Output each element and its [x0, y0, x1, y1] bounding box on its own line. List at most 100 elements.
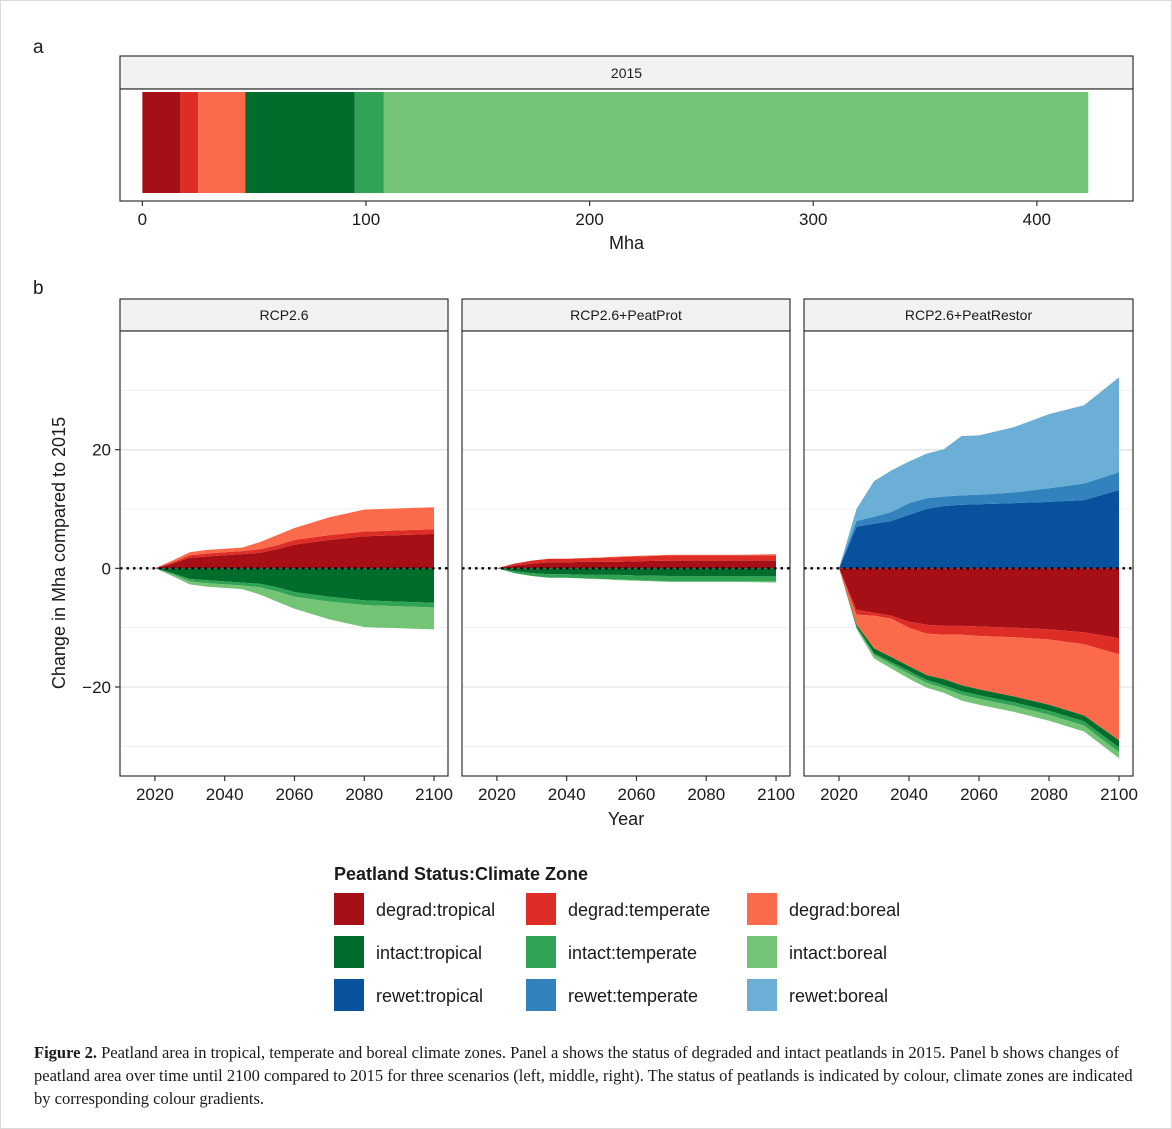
facet-rcp2-6-peatrestor-border	[803, 330, 1134, 777]
legend-item-intact-boreal: intact:boreal	[747, 936, 887, 968]
x-tick-label: 2020	[820, 785, 858, 804]
y-tick-label: 20	[92, 441, 111, 460]
panel-a-tag: a	[33, 37, 44, 58]
bar-segment-intact-tropical	[245, 92, 355, 193]
x-tick-label: 2060	[960, 785, 998, 804]
y-tick-label: −20	[82, 678, 111, 697]
panel-a-strip	[119, 55, 1134, 90]
x-tick-label: 2060	[618, 785, 656, 804]
x-tick-label: 2100	[1100, 785, 1138, 804]
x-tick-label: 2060	[276, 785, 314, 804]
area-degrad-temperate	[479, 555, 776, 569]
area-degrad-temperate	[821, 568, 1119, 655]
bar-segment-intact-boreal	[383, 92, 1089, 193]
legend-item-degrad-boreal: degrad:boreal	[747, 893, 900, 925]
legend-label: degrad:temperate	[568, 900, 710, 920]
legend-item-intact-tropical: intact:tropical	[334, 936, 482, 968]
panel-a: 2015 0 100 200 300 400 Mha	[119, 55, 1134, 253]
legend-item-degrad-temperate: degrad:temperate	[526, 893, 710, 925]
caption-text: Peatland area in tropical, temperate and…	[34, 1043, 1133, 1108]
facet-rcp2-6-peatprot-plot-bg	[462, 331, 790, 776]
area-degrad-tropical	[479, 560, 776, 569]
area-degrad-tropical	[137, 533, 434, 569]
legend-label: intact:temperate	[568, 943, 697, 963]
area-degrad-tropical	[821, 568, 1119, 639]
area-degrad-temperate	[137, 529, 434, 569]
panel-a-strip-label: 2015	[611, 65, 642, 81]
x-tick-label: 2100	[757, 785, 795, 804]
facet-rcp2-6-strip	[119, 298, 449, 332]
area-intact-temperate	[479, 568, 776, 582]
area-intact-tropical	[137, 568, 434, 603]
panel-b-tag: b	[33, 278, 44, 299]
x-tick-label: 2080	[1030, 785, 1068, 804]
figure-caption: Figure 2. Peatland area in tropical, tem…	[34, 1041, 1139, 1110]
panel-a-border	[119, 88, 1134, 202]
facet-rcp2-6-border	[119, 330, 449, 777]
legend-label: degrad:tropical	[376, 900, 495, 920]
x-tick-label: 300	[799, 210, 827, 229]
area-intact-temperate	[137, 568, 434, 608]
legend-label: degrad:boreal	[789, 900, 900, 920]
facet-rcp2-6-peatrestor-strip-label: RCP2.6+PeatRestor	[905, 307, 1033, 323]
bar-segment-intact-temperate	[354, 92, 384, 193]
facet-rcp2-6-peatrestor-strip	[803, 298, 1134, 332]
bar-segment-degrad-boreal	[198, 92, 246, 193]
legend-label: rewet:temperate	[568, 986, 698, 1006]
legend: Peatland Status:Climate Zone degrad:tropi…	[334, 864, 900, 1011]
x-tick-label: 2040	[890, 785, 928, 804]
x-tick-label: 2080	[345, 785, 383, 804]
panel-a-x-axis-title: Mha	[609, 233, 645, 253]
y-tick-label: 0	[102, 559, 111, 578]
area-rewet-boreal	[821, 377, 1119, 569]
legend-swatch	[747, 893, 777, 925]
area-rewet-temperate	[821, 472, 1119, 569]
panel-b: RCP2.6 2020 2040 2060 2080 2100 −20 0 20 RCP2.6+P…	[49, 298, 1138, 829]
caption-label: Figure 2.	[34, 1043, 97, 1062]
area-degrad-boreal	[137, 507, 434, 569]
legend-swatch	[747, 979, 777, 1011]
legend-title: Peatland Status:Climate Zone	[334, 864, 588, 884]
legend-item-rewet-tropical: rewet:tropical	[334, 979, 483, 1011]
facet-rcp2-6-peatprot-strip-label: RCP2.6+PeatProt	[570, 307, 682, 323]
facet-rcp2-6-peatprot: RCP2.6+PeatProt 2020 2040 2060 2080 2100	[461, 298, 795, 804]
bar-segment-degrad-tropical	[142, 92, 181, 193]
legend-item-rewet-boreal: rewet:boreal	[747, 979, 888, 1011]
x-tick-label: 2020	[136, 785, 174, 804]
panel-b-y-axis-title: Change in Mha compared to 2015	[49, 417, 69, 689]
facet-rcp2-6-peatrestor: RCP2.6+PeatRestor 2020 2040 2060 2080 2100	[803, 298, 1138, 804]
legend-label: rewet:boreal	[789, 986, 888, 1006]
x-tick-label: 2100	[415, 785, 453, 804]
legend-swatch	[747, 936, 777, 968]
x-tick-label: 2040	[548, 785, 586, 804]
area-intact-boreal	[137, 568, 434, 630]
facet-rcp2-6-peatprot-border	[461, 330, 791, 777]
legend-swatch	[334, 936, 364, 968]
panel-b-x-axis-title: Year	[608, 809, 644, 829]
x-tick-label: 2080	[687, 785, 725, 804]
legend-label: intact:boreal	[789, 943, 887, 963]
bar-segment-degrad-temperate	[180, 92, 199, 193]
facet-rcp2-6: RCP2.6 2020 2040 2060 2080 2100 −20 0 20	[82, 298, 453, 804]
x-tick-label: 2040	[206, 785, 244, 804]
legend-swatch	[334, 893, 364, 925]
legend-swatch	[526, 936, 556, 968]
legend-item-rewet-temperate: rewet:temperate	[526, 979, 698, 1011]
facet-rcp2-6-peatprot-strip	[461, 298, 791, 332]
facet-rcp2-6-strip-label: RCP2.6	[259, 307, 308, 323]
legend-swatch	[526, 893, 556, 925]
x-tick-label: 100	[352, 210, 380, 229]
area-intact-tropical	[479, 568, 776, 576]
legend-swatch	[526, 979, 556, 1011]
x-tick-label: 2020	[478, 785, 516, 804]
legend-label: intact:tropical	[376, 943, 482, 963]
x-tick-label: 400	[1023, 210, 1051, 229]
x-tick-label: 0	[138, 210, 147, 229]
area-rewet-tropical	[821, 490, 1119, 569]
x-tick-label: 200	[575, 210, 603, 229]
legend-label: rewet:tropical	[376, 986, 483, 1006]
legend-item-intact-temperate: intact:temperate	[526, 936, 697, 968]
area-degrad-boreal	[821, 568, 1119, 741]
